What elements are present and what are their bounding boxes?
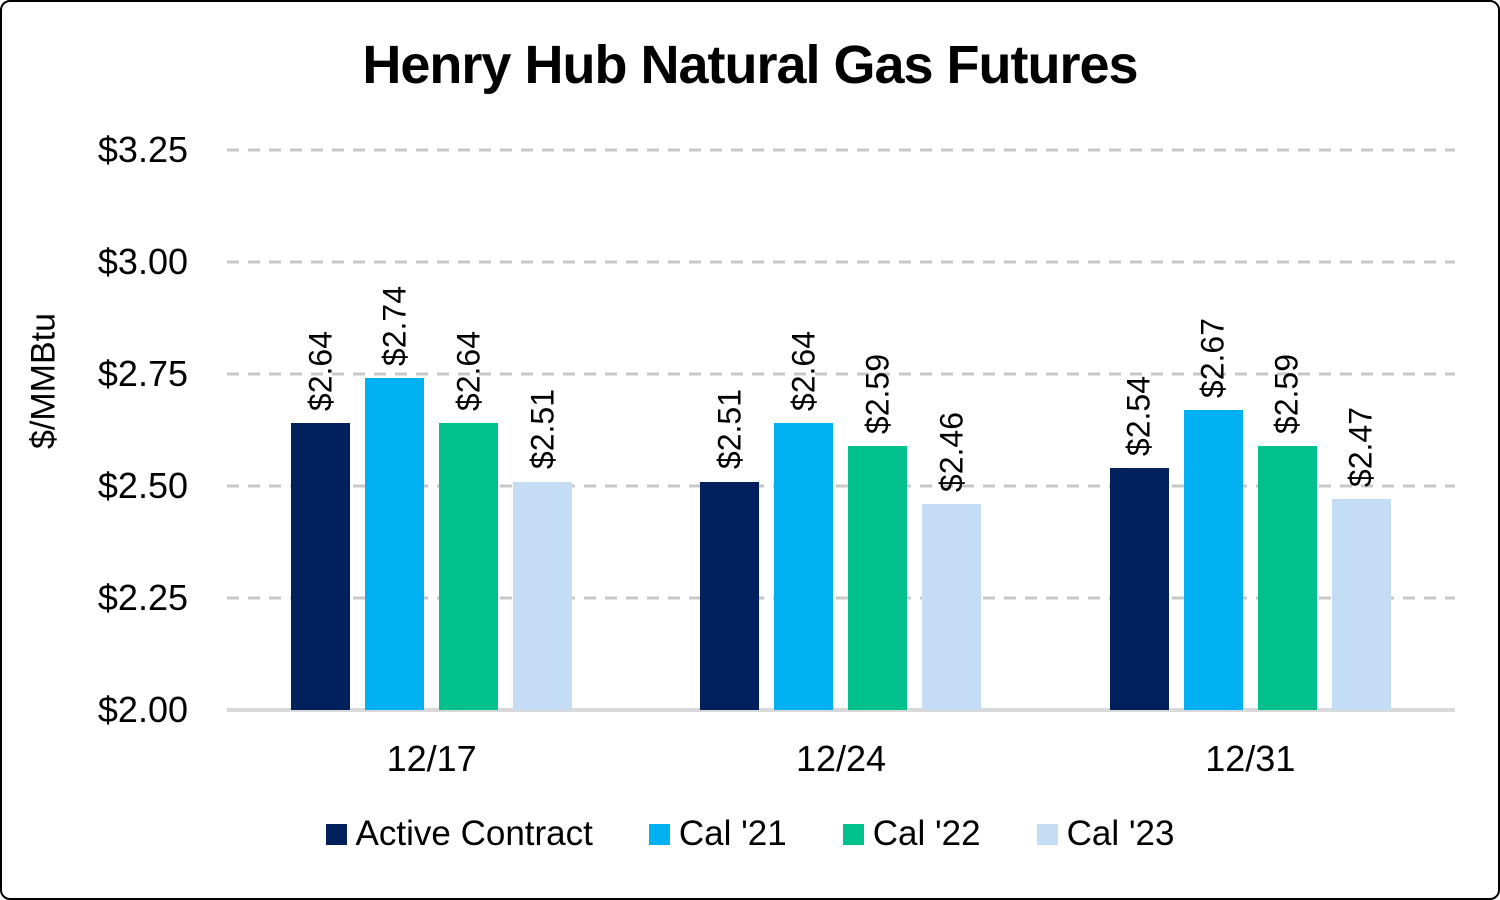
legend-item: Cal '23 [1036, 814, 1175, 854]
legend-color-swatch [648, 823, 670, 845]
gridline [227, 372, 1455, 376]
bar-slot: $2.64 [439, 150, 499, 710]
bar [1183, 409, 1243, 710]
bar [439, 423, 499, 710]
bar-slot: $2.74 [365, 150, 425, 710]
legend: Active Contract Cal '21 Cal '22 Cal '23 [2, 814, 1498, 854]
bar-slot: $2.67 [1183, 150, 1243, 710]
legend-label: Cal '21 [678, 814, 787, 853]
bar-slot: $2.64 [774, 150, 834, 710]
legend-color-swatch [1036, 823, 1058, 845]
bar-slot: $2.46 [922, 150, 982, 710]
legend-item: Cal '22 [842, 814, 981, 854]
y-tick-label: $2.25 [97, 577, 188, 618]
legend-item: Cal '21 [648, 814, 787, 854]
bar-value-label: $2.46 [933, 411, 970, 492]
bar [700, 481, 760, 710]
y-tick-label: $2.50 [97, 465, 188, 506]
bar-slot: $2.51 [513, 150, 573, 710]
x-axis-line [227, 708, 1455, 712]
gridline [227, 596, 1455, 600]
chart-title: Henry Hub Natural Gas Futures [362, 35, 1138, 95]
gridline [227, 484, 1455, 488]
bar [1257, 445, 1317, 710]
bar-slot: $2.59 [848, 150, 908, 710]
x-axis-labels: 12/17 12/24 12/31 [227, 738, 1455, 780]
bar-slot: $2.54 [1109, 150, 1169, 710]
bar-value-label: $2.51 [711, 389, 748, 470]
legend-label: Cal '22 [872, 814, 981, 853]
x-axis-label: 12/17 [386, 738, 477, 779]
bar [774, 423, 834, 710]
plot-area: $2.64 $2.74 $2.64 $2.51 $2.51 $2.64 $2.59 $2.46… [227, 148, 1455, 712]
bar-value-label: $2.54 [1120, 376, 1157, 457]
gridline [227, 260, 1455, 264]
legend-label: Cal '23 [1066, 814, 1175, 853]
bar-slot: $2.59 [1257, 150, 1317, 710]
bar-value-label: $2.64 [450, 331, 487, 412]
bar-value-label: $2.47 [1342, 407, 1379, 488]
bar [1331, 499, 1391, 710]
bar-value-label: $2.59 [859, 353, 896, 434]
bar-value-label: $2.67 [1194, 317, 1231, 398]
bar-value-label: $2.64 [785, 331, 822, 412]
bar-slot: $2.51 [700, 150, 760, 710]
legend-color-swatch [325, 823, 347, 845]
gridline [227, 148, 1455, 152]
bar-value-label: $2.64 [302, 331, 339, 412]
bar-groups: $2.64 $2.74 $2.64 $2.51 $2.51 $2.64 $2.59 $2.46… [227, 150, 1455, 710]
bar-group: $2.51 $2.64 $2.59 $2.46 [636, 150, 1045, 710]
y-axis-ticks: $3.25 $3.00 $2.75 $2.50 $2.25 $2.00 [2, 129, 188, 730]
bar-slot: $2.47 [1331, 150, 1391, 710]
y-tick-label: $3.00 [97, 241, 188, 282]
bar-value-label: $2.74 [376, 286, 413, 367]
legend-color-swatch [842, 823, 864, 845]
bar [513, 481, 573, 710]
legend-item: Active Contract [325, 814, 593, 854]
x-axis-label: 12/31 [1205, 738, 1296, 779]
bar-group: $2.64 $2.74 $2.64 $2.51 [227, 150, 636, 710]
bar [922, 503, 982, 710]
bar [1109, 468, 1169, 710]
bar-group: $2.54 $2.67 $2.59 $2.47 [1046, 150, 1455, 710]
bar-value-label: $2.59 [1268, 353, 1305, 434]
bar-value-label: $2.51 [524, 389, 561, 470]
x-axis-label: 12/24 [795, 738, 887, 779]
bar [848, 445, 908, 710]
bar [291, 423, 351, 710]
bar-slot: $2.64 [291, 150, 351, 710]
y-tick-label: $3.25 [97, 129, 188, 170]
y-tick-label: $2.75 [97, 353, 188, 394]
y-tick-label: $2.00 [97, 689, 188, 730]
legend-label: Active Contract [355, 814, 593, 853]
bar [365, 378, 425, 710]
